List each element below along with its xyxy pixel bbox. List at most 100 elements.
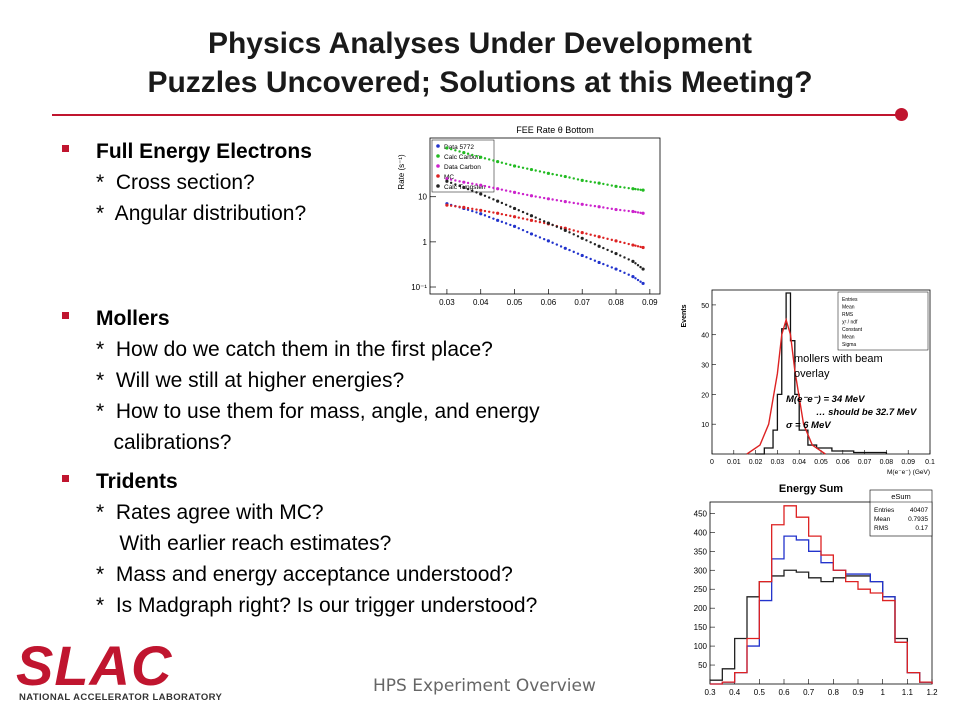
data-point [597,181,601,185]
legend-marker [436,164,440,168]
data-point [521,210,525,214]
data-point [568,176,571,179]
fit-line [746,317,826,455]
bullet-full-energy-electrons: Full Energy Electrons * Cross section? *… [62,136,312,229]
data-point [606,237,609,241]
data-point [589,241,592,244]
data-point [521,166,525,169]
bullet-heading: Mollers [96,307,170,330]
y-tick-label: 1 [423,238,428,247]
data-point [504,189,508,192]
x-tick-label: 0.03 [771,459,785,466]
data-point [585,232,588,235]
x-tick-label: 1 [880,688,885,697]
bullet-line: * Angular distribution? [96,202,307,225]
data-point [445,177,449,181]
data-point [546,239,550,243]
data-point [572,233,575,236]
data-point [526,218,529,221]
data-point [483,184,487,188]
bullet-line: * Mass and energy acceptance understood? [96,563,513,586]
data-point [623,186,626,189]
data-point [606,248,609,252]
y-axis-label: Rate (s⁻¹) [397,154,406,190]
data-point [487,185,491,189]
stats-box [837,291,929,351]
data-point [458,205,461,209]
x-tick-label: 0 [710,459,714,466]
data-point [568,228,571,231]
bullet-heading: Full Energy Electrons [96,140,312,163]
x-tick-label: 0.06 [836,459,850,466]
data-point [542,220,546,223]
title-underline-dot [895,108,908,121]
x-tick-label: 1.1 [902,688,914,697]
data-point [496,218,500,222]
stats-value: 40407 [910,507,928,514]
data-point [517,227,520,230]
slac-logo: SLAC NATIONAL ACCELERATOR LABORATORY [16,638,222,704]
data-point [466,181,470,185]
data-point [563,174,567,179]
data-point [619,254,622,257]
bullet-line: * Rates agree with MC? [96,501,324,524]
bullet-mollers: Mollers * How do we catch them in the fi… [62,303,540,458]
data-point [496,160,500,164]
data-point [509,163,512,167]
data-point [479,155,483,159]
legend-marker [436,144,440,148]
data-point [534,195,537,198]
title-underline [52,114,902,116]
bullet-line: * Will we still at higher energies? [96,369,405,392]
data-point [534,234,537,237]
data-point [509,190,512,193]
data-point [597,205,601,209]
data-point [496,199,500,203]
data-point [462,180,466,184]
data-point [449,178,453,181]
data-point [542,237,546,241]
annotation: M(e⁻e⁻) = 34 MeV [786,394,865,405]
data-point [636,211,640,214]
data-point [521,217,525,220]
data-point [614,251,618,256]
data-point [627,258,630,261]
title-line-1: Physics Analyses Under Development [207,27,753,60]
data-point [483,209,487,213]
data-point [589,257,592,261]
data-point [585,203,588,207]
data-point [445,179,449,183]
data-point [458,184,461,188]
data-point [483,214,487,217]
data-point [559,227,563,230]
data-point [471,207,474,211]
data-point [555,225,559,228]
data-point [479,192,483,196]
x-tick-label: 0.06 [541,298,557,307]
stats-label: Entries [874,507,895,514]
x-tick-label: 0.07 [574,298,590,307]
slide-title: Physics Analyses Under Development Puzzl… [0,24,960,102]
data-point [504,213,508,217]
data-point [542,171,546,174]
data-point [551,241,554,244]
data-point [597,244,601,248]
data-point [487,210,491,213]
data-point [551,223,554,227]
data-point [602,262,605,266]
bullet-line: calibrations? [96,431,232,454]
data-point [529,218,534,222]
data-point [639,245,642,249]
data-point [500,188,504,191]
data-point [534,169,537,172]
data-point [580,202,584,206]
data-point [479,212,483,216]
fee-rate-plot: FEE Rate θ Bottom Rate (s⁻¹) 0.03 0.04 0.05 0… [392,122,670,312]
data-point [492,198,495,201]
x-tick-label: 0.05 [507,298,523,307]
x-tick-label: 0.4 [729,688,741,697]
data-point [538,170,542,173]
data-point [512,215,517,219]
plot-frame [429,137,661,295]
stats-label: Sigma [842,342,856,348]
